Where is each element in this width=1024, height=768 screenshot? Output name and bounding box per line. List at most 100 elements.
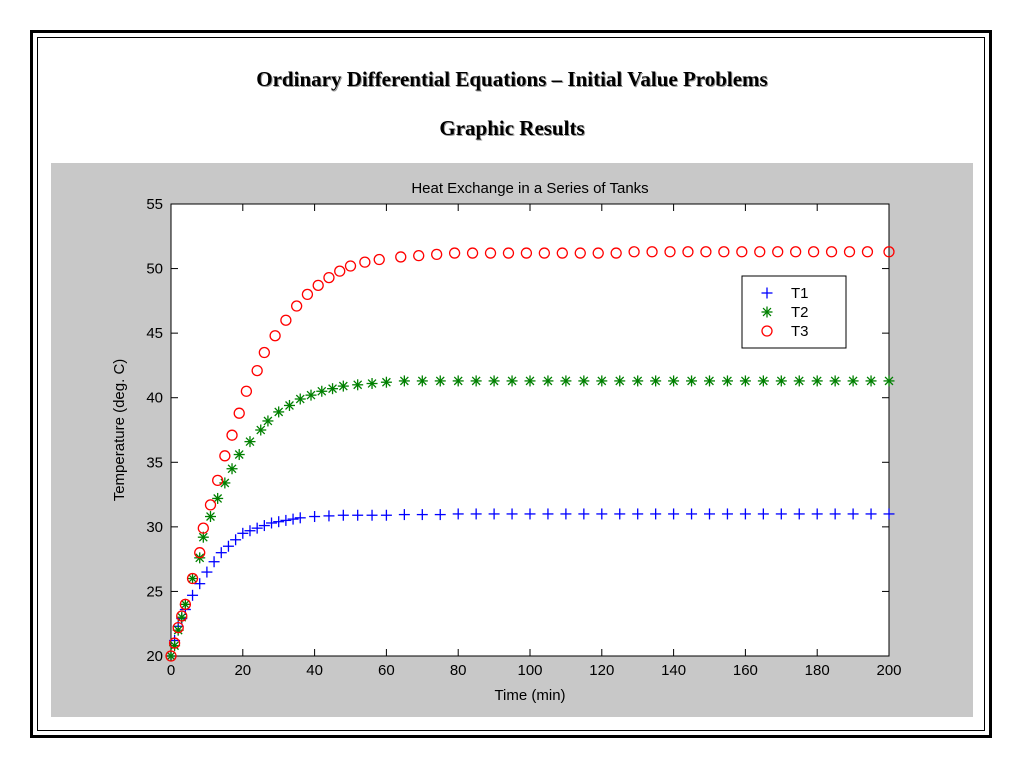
t1-point <box>366 509 378 521</box>
t2-point <box>739 375 751 387</box>
t3-point <box>251 364 263 377</box>
t1-point <box>883 508 895 520</box>
t1-point <box>686 508 698 520</box>
t3-point <box>825 246 838 258</box>
t1-point <box>273 516 285 528</box>
t1-point <box>323 510 335 522</box>
t2-point <box>488 375 500 387</box>
t3-point <box>754 246 766 258</box>
t3-point <box>628 246 640 258</box>
t1-point <box>309 511 321 523</box>
x-tick-label: 100 <box>517 662 542 679</box>
t1-point <box>829 508 841 520</box>
t1-point <box>578 508 590 520</box>
t1-point <box>208 556 220 568</box>
t3-point <box>592 247 604 259</box>
t2-point <box>187 573 199 585</box>
t2-point <box>179 598 191 610</box>
t2-point <box>793 375 805 387</box>
t3-point <box>172 621 184 634</box>
t2-point <box>811 375 823 387</box>
t1-point <box>380 509 392 521</box>
t2-point <box>686 375 698 387</box>
t2-point <box>244 436 256 448</box>
legend-box <box>741 275 847 349</box>
t3-point <box>179 598 192 610</box>
t2-point <box>775 375 787 387</box>
t2-point <box>352 379 364 391</box>
t3-point <box>610 247 622 259</box>
t1-point <box>237 527 249 539</box>
t3-point <box>168 637 181 649</box>
t1-point <box>416 509 428 521</box>
t1-point <box>266 517 278 529</box>
t2-point <box>294 393 306 405</box>
y-tick-label: 35 <box>146 454 163 471</box>
figure-panel: 0 20 40 60 80 100 120 140 160 180 200 20 25 30 35 40 45 5… <box>51 163 973 717</box>
t1-point <box>650 508 662 520</box>
t3-point <box>219 450 231 462</box>
t1-point <box>488 508 500 520</box>
t3-point <box>176 610 188 622</box>
t1-point <box>222 540 234 552</box>
t1-point <box>398 509 410 521</box>
t2-point <box>255 424 267 436</box>
legend-marker-t3 <box>761 325 773 337</box>
t3-point <box>258 346 270 359</box>
t1-point <box>757 508 769 520</box>
y-tick-label: 30 <box>146 519 163 536</box>
t3-point <box>700 246 712 258</box>
x-tick-label: 40 <box>306 662 323 679</box>
t1-point <box>194 578 206 590</box>
t2-point <box>273 406 285 418</box>
t3-point <box>556 247 568 259</box>
t2-point <box>865 375 877 387</box>
inner-frame <box>37 37 985 731</box>
t3-point <box>538 247 551 259</box>
legend-label-t2: T2 <box>791 304 809 321</box>
legend: T1 T2 T3 <box>741 275 847 349</box>
chart-title: Heat Exchange in a Series of Tanks <box>411 180 648 197</box>
t3-point <box>431 248 443 261</box>
t3-point <box>718 246 730 258</box>
t3-point <box>520 247 533 259</box>
t2-point <box>316 385 328 397</box>
t3-point <box>165 650 177 662</box>
y-tick-label: 45 <box>146 325 163 342</box>
x-tick-label: 0 <box>167 662 175 679</box>
x-tick-label: 180 <box>805 662 830 679</box>
t2-point <box>233 449 245 461</box>
t2-point <box>883 375 895 387</box>
t3-point <box>359 256 371 268</box>
x-tick-label: 80 <box>450 662 467 679</box>
t1-point <box>244 525 256 537</box>
t3-point <box>682 246 694 258</box>
t3-point <box>502 247 515 259</box>
t3-point <box>664 246 676 258</box>
t3-point <box>301 288 314 301</box>
t3-point <box>466 247 479 259</box>
t2-point <box>829 375 841 387</box>
t2-point <box>596 375 608 387</box>
page-subtitle: Graphic Results <box>439 116 585 140</box>
t1-point <box>251 522 263 534</box>
t1-point <box>258 520 270 532</box>
t1-point <box>614 508 626 520</box>
t3-point <box>226 429 238 441</box>
t1-point <box>280 514 292 526</box>
y-tick-label: 55 <box>146 196 163 213</box>
t3-point <box>323 271 335 284</box>
t2-point <box>506 375 518 387</box>
t2-point <box>262 415 274 427</box>
t3-point <box>197 522 209 534</box>
t2-point <box>212 492 224 504</box>
x-tick-label: 120 <box>589 662 614 679</box>
t2-point <box>668 375 680 387</box>
t3-point <box>312 279 324 292</box>
axis-ticks: 0 20 40 60 80 100 120 140 160 180 2002025303540455… <box>146 196 901 679</box>
t1-point <box>668 508 680 520</box>
x-tick-label: 20 <box>234 662 251 679</box>
t1-point <box>470 508 482 520</box>
t2-point <box>721 375 733 387</box>
t1-point <box>596 508 608 520</box>
